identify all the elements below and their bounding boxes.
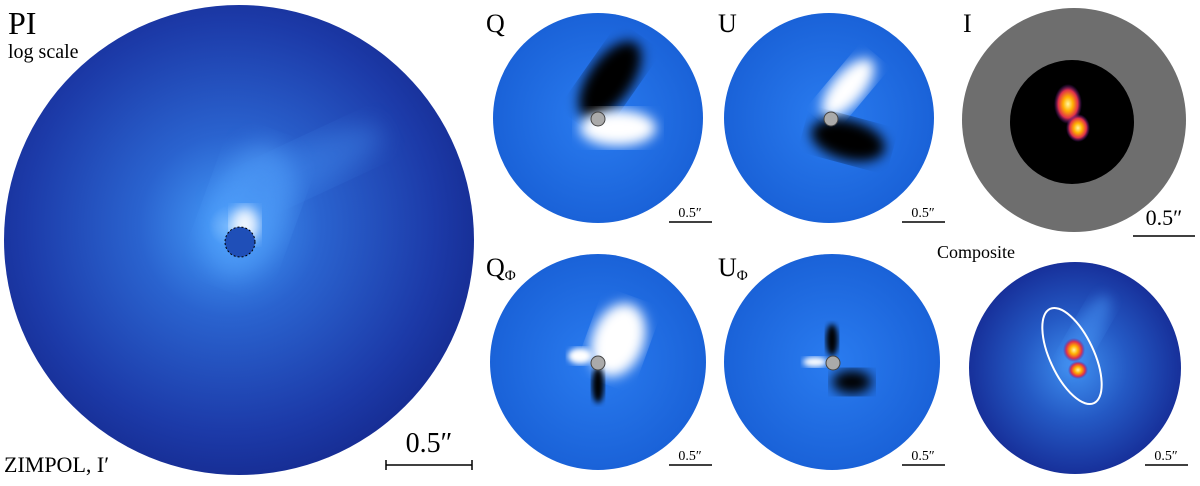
ellipse-outline xyxy=(1041,306,1103,406)
mask xyxy=(590,355,606,371)
panel-label: QΦ xyxy=(486,253,516,284)
emission xyxy=(1063,338,1085,362)
i-panel: I 0.5″ xyxy=(962,8,1195,237)
scale-bar-label: 0.5″ xyxy=(911,206,935,221)
negative-lobe xyxy=(810,118,886,162)
negative-lobe xyxy=(592,367,604,403)
label-subscript: Φ xyxy=(505,268,516,284)
negative-lobe xyxy=(578,41,642,119)
composite-panel: Composite 0.5″ xyxy=(937,242,1188,474)
uphi-panel: UΦ 0.5″ xyxy=(718,253,945,470)
pi-panel: PI log scale ZIMPOL, I′ 0.5″ xyxy=(4,5,474,477)
instrument-label: ZIMPOL, I′ xyxy=(4,452,109,477)
coronagraph-mask xyxy=(224,226,256,258)
mask xyxy=(590,111,606,127)
emission xyxy=(1054,84,1082,124)
label-main: U xyxy=(718,253,737,282)
positive-lobe xyxy=(580,110,656,146)
emission xyxy=(1066,114,1090,142)
emission xyxy=(1068,361,1088,379)
panel-sublabel: log scale xyxy=(8,41,79,63)
mask xyxy=(825,355,841,371)
positive-lobe xyxy=(568,348,592,364)
mask xyxy=(823,111,839,127)
panel-label: PI xyxy=(8,5,36,41)
scale-bar-label: 0.5″ xyxy=(911,449,935,464)
panel-label: UΦ xyxy=(718,253,748,284)
positive-lobe xyxy=(821,58,875,118)
disk-glow xyxy=(217,125,383,215)
positive-lobe xyxy=(590,303,646,377)
scale-bar-label: 0.5″ xyxy=(678,206,702,221)
negative-lobe xyxy=(832,370,872,394)
label-subscript: Φ xyxy=(737,268,748,284)
panel-label: U xyxy=(718,9,737,38)
panel-label: Q xyxy=(486,9,505,38)
scale-bar-label: 0.5″ xyxy=(1154,449,1178,464)
qphi-panel: QΦ 0.5″ xyxy=(486,253,712,470)
positive-lobe xyxy=(803,357,827,367)
panel-label: Composite xyxy=(937,242,1015,262)
negative-lobe xyxy=(826,324,838,356)
u-panel: U 0.5″ xyxy=(718,9,945,223)
q-panel: Q 0.5″ xyxy=(486,9,712,223)
scale-bar-label: 0.5″ xyxy=(678,449,702,464)
panel-label: I xyxy=(963,9,972,38)
scale-bar-label: 0.5″ xyxy=(1146,205,1183,230)
label-main: Q xyxy=(486,253,505,282)
scale-bar-label: 0.5″ xyxy=(406,428,453,459)
